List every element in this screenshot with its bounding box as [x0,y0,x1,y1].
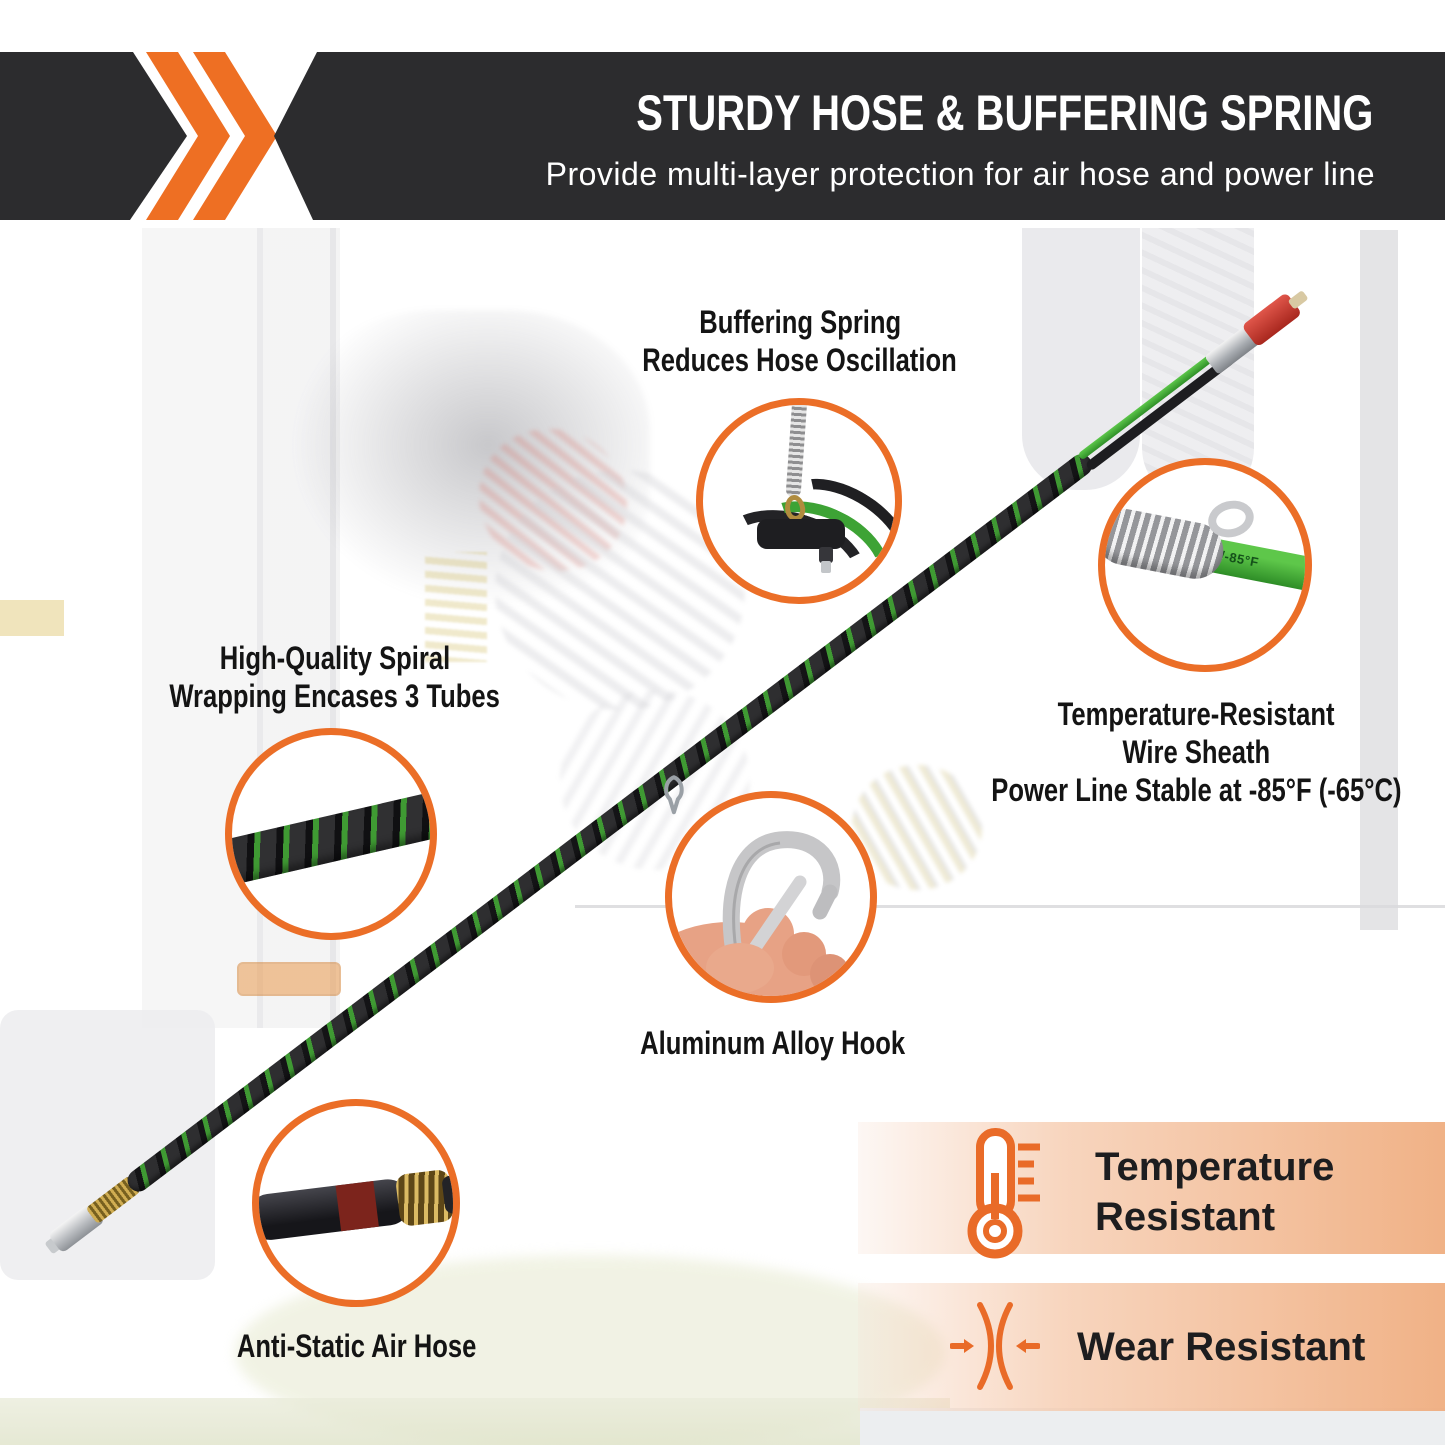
header-banner: STURDY HOSE & BUFFERING SPRING Provide m… [0,52,1445,220]
bg-yellow-coil [425,552,487,662]
bg-grass-strip [0,1398,950,1445]
spiral-wrapping-circle [225,728,437,940]
anti-static-label: Anti-Static Air Hose [237,1328,477,1364]
bg-side-marker-light [237,962,341,996]
wear-resistant-text: Wear Resistant [1077,1325,1366,1369]
clamp-tab [819,547,833,563]
compression-arrows-icon [949,1299,1041,1398]
page-title: STURDY HOSE & BUFFERING SPRING [635,85,1373,141]
wire-sheath-circle: -65°C/-85°F [1098,458,1312,672]
red-band [335,1181,379,1232]
buffering-spring-label: Buffering Spring Reduces Hose Oscillatio… [642,304,958,378]
page-subtitle: Provide multi-layer protection for air h… [545,156,1375,192]
clamp-pin [821,561,831,573]
mid-hose-hook-icon [661,774,687,816]
thermometer-icon [958,1127,1042,1264]
banner-main-block [274,52,1445,220]
air-hose-closeup [259,1128,453,1296]
sheath-closeup: -65°C/-85°F [1105,472,1305,665]
product-hose-assembly [37,268,1328,1268]
bg-trailer-edge [1360,230,1398,930]
spiral-wrapping-label: High-Quality Spiral Wrapping Encases 3 T… [169,640,501,714]
wire-sheath-label: Temperature-Resistant Wire Sheath Power … [990,696,1402,808]
temperature-resistant-text: Temperature Resistant [1095,1145,1335,1239]
aluminum-hook-label: Aluminum Alloy Hook [640,1025,906,1061]
bg-gladhand-hardware [290,310,650,610]
bg-pavement [860,1408,1445,1445]
black-hose-closeup [259,1176,414,1243]
bg-truck-cab-edge [330,228,336,1028]
bg-yellow-coil [852,765,982,890]
hose-clamp [757,519,845,549]
aluminum-hook-circle [665,791,877,1003]
hand-holding-hook-icon [672,831,850,996]
buffering-spring-circle [696,398,902,604]
bg-step-plate [0,600,64,636]
air-hose-circle [252,1099,460,1307]
bg-body-seam [575,905,1445,908]
spiral-wrap-closeup [232,786,430,890]
temperature-resistant-banner [858,1122,1445,1254]
